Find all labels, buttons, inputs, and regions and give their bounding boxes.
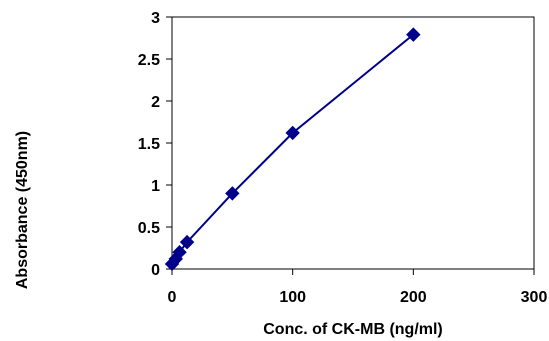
y-tick-label: 1.5	[138, 136, 160, 153]
data-point-marker	[225, 186, 240, 201]
y-tick-label: 0.5	[138, 220, 160, 237]
series-line	[171, 33, 414, 265]
plot-area	[171, 16, 535, 270]
data-point-marker	[285, 125, 300, 141]
x-axis-title: Conc. of CK-MB (ng/ml)	[263, 321, 443, 338]
data-point-marker	[406, 27, 421, 42]
y-tick-label: 2.5	[138, 52, 160, 69]
y-axis-title: Absorbance (450nm)	[14, 131, 31, 289]
data-point-marker	[172, 244, 187, 260]
x-tick-label: 300	[521, 289, 548, 306]
y-tick-label: 0	[151, 262, 160, 279]
y-tick-label: 3	[151, 10, 160, 27]
x-tick-label: 100	[279, 289, 306, 306]
y-axis: 0 0.5 1 1.5 2 2.5 3	[138, 10, 172, 279]
x-axis: 0 100 200 300	[168, 269, 548, 306]
x-tick-label: 200	[400, 289, 427, 306]
y-tick-label: 2	[151, 94, 160, 111]
data-point-marker	[179, 234, 195, 250]
y-tick-label: 1	[151, 178, 160, 195]
x-tick-label: 0	[168, 289, 177, 306]
series-layer	[164, 27, 421, 272]
